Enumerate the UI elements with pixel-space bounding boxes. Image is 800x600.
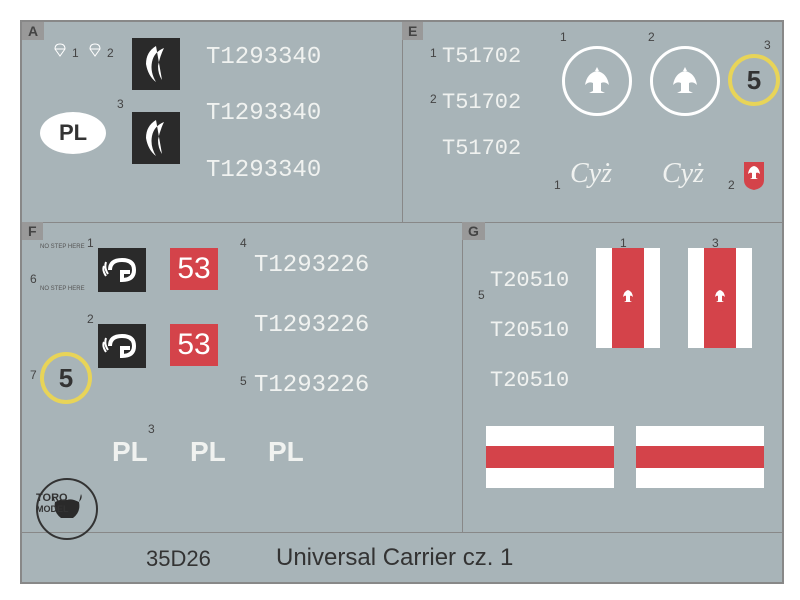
index: 5 <box>478 288 485 302</box>
nostep-label: NO STEP HERE <box>40 244 85 250</box>
flag-stripe <box>636 446 764 468</box>
wing-emblem <box>132 38 180 90</box>
eagle-circle-icon <box>650 46 720 116</box>
decal-sheet: A 1 2 3 PL T1293340 T1293340 T1293340 E … <box>20 20 784 584</box>
serial-g: T20510 <box>490 318 569 343</box>
divider <box>402 22 403 222</box>
winged-g-emblem <box>98 324 146 368</box>
serial-a: T1293340 <box>206 44 321 71</box>
product-code: 35D26 <box>146 546 211 572</box>
serial-g: T20510 <box>490 368 569 393</box>
yellow-ring: 5 <box>728 54 780 106</box>
cyz-label: Cyż <box>570 158 612 190</box>
parachute-icon <box>52 42 68 58</box>
index: 2 <box>107 46 114 60</box>
pl-oval: PL <box>40 112 106 154</box>
flag-wide <box>486 426 614 488</box>
serial-a: T1293340 <box>206 157 321 184</box>
red-number: 53 <box>177 328 210 362</box>
red-number-box: 53 <box>170 324 218 366</box>
index: 3 <box>764 38 771 52</box>
parachute-icon <box>87 42 103 58</box>
section-label-g: G <box>462 222 485 240</box>
divider <box>22 222 782 223</box>
section-label-a: A <box>22 22 44 40</box>
flag-tall <box>688 248 752 348</box>
index: 1 <box>560 30 567 44</box>
ring-number: 5 <box>747 65 761 96</box>
section-label-e: E <box>402 22 423 40</box>
cyz-label: Cyż <box>662 158 704 190</box>
nostep-label: NO STEP HERE <box>40 286 85 292</box>
flag-stripe <box>486 446 614 468</box>
index: 7 <box>30 368 37 382</box>
index: 1 <box>430 46 437 60</box>
flag-tall <box>596 248 660 348</box>
shield-emblem <box>742 160 766 190</box>
ring-number: 5 <box>59 363 73 394</box>
pl-white: PL <box>190 436 226 468</box>
serial-g: T20510 <box>490 268 569 293</box>
index: 3 <box>148 422 155 436</box>
shield-emblem <box>709 285 731 311</box>
serial-f: T1293226 <box>254 312 369 339</box>
index: 5 <box>240 374 247 388</box>
pl-white: PL <box>112 436 148 468</box>
index: 1 <box>72 46 79 60</box>
serial-e: T51702 <box>442 90 521 115</box>
brand-name: TORO <box>36 492 68 504</box>
eagle-circle-icon <box>562 46 632 116</box>
winged-g-emblem <box>98 248 146 292</box>
serial-f: T1293226 <box>254 372 369 399</box>
index: 2 <box>728 178 735 192</box>
serial-f: T1293226 <box>254 252 369 279</box>
index: 1 <box>554 178 561 192</box>
red-number-box: 53 <box>170 248 218 290</box>
index: 2 <box>430 92 437 106</box>
index: 6 <box>30 272 37 286</box>
pl-text: PL <box>59 120 87 146</box>
flag-wide <box>636 426 764 488</box>
index: 2 <box>648 30 655 44</box>
product-name: Universal Carrier cz. 1 <box>276 544 513 572</box>
serial-a: T1293340 <box>206 100 321 127</box>
index: 3 <box>117 97 124 111</box>
wing-emblem <box>132 112 180 164</box>
divider <box>22 532 782 533</box>
red-number: 53 <box>177 252 210 286</box>
serial-e: T51702 <box>442 44 521 69</box>
divider <box>462 222 463 532</box>
index: 2 <box>87 312 94 326</box>
index: 1 <box>87 236 94 250</box>
pl-white: PL <box>268 436 304 468</box>
brand-sub: MODEL <box>36 504 69 514</box>
index: 4 <box>240 236 247 250</box>
serial-e: T51702 <box>442 136 521 161</box>
yellow-ring: 5 <box>40 352 92 404</box>
shield-emblem <box>617 285 639 311</box>
section-label-f: F <box>22 222 43 240</box>
